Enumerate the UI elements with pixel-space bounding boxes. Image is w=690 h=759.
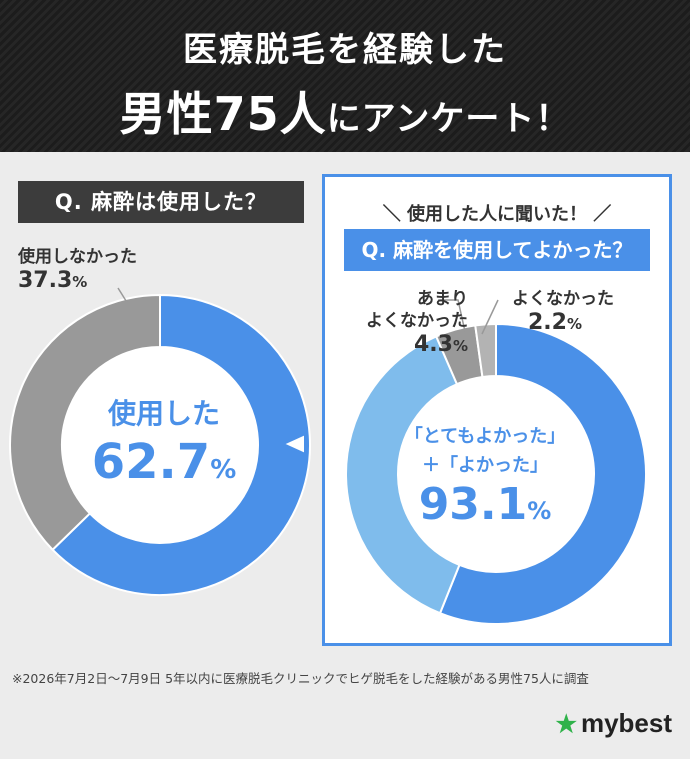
donut-hole	[398, 376, 594, 572]
left-center-label: 使用した	[107, 397, 220, 430]
header-title-highlight: 男性75人	[119, 87, 327, 141]
right-center-text: 「とてもよかった」 ＋「よかった」 93.1%	[396, 422, 574, 530]
survey-footnote: ※2026年7月2日〜7月9日 5年以内に医療脱毛クリニックでヒゲ脱毛をした経験…	[12, 671, 589, 686]
right-center-line1: 「とてもよかった」	[404, 426, 566, 447]
left-label-leader	[117, 287, 129, 305]
slice-value-not-so-good: 4.3	[413, 332, 453, 357]
slice-unit-unused: %	[72, 273, 88, 291]
left-center-unit: %	[210, 455, 237, 485]
slice-value-not-good: 2.2	[528, 310, 567, 335]
slice-name-not-good: よくなかった	[512, 289, 614, 309]
right-label-leader-2	[481, 299, 499, 335]
slice-name-not-so-good: あまり よくなかった	[366, 289, 468, 331]
right-donut	[345, 322, 647, 625]
right-center-value: 93.1	[418, 479, 528, 530]
logo-text: mybest	[580, 708, 672, 738]
header-banner: 医療脱毛を経験した 男性75人にアンケート！	[0, 0, 690, 152]
mybest-logo: ★ mybest	[555, 708, 672, 739]
slice-name-unused: 使用しなかった	[18, 247, 137, 267]
right-label-leader-1	[438, 299, 467, 337]
star-icon: ★	[555, 711, 577, 738]
header-title-line1: 医療脱毛を経験した	[183, 30, 507, 70]
left-donut	[9, 293, 311, 596]
slice-value-unused: 37.3	[18, 268, 73, 293]
left-center-value: 62.7	[91, 434, 211, 490]
donut-hole	[62, 347, 258, 543]
left-center-text: 使用した 62.7%	[78, 392, 250, 490]
right-question: Q. 麻酔を使用してよかった？	[344, 229, 650, 271]
left-question: Q. 麻酔は使用した？	[18, 181, 304, 223]
right-subheading: ＼ 使用した人に聞いた！ ／	[382, 204, 612, 225]
slice-label-not-good: よくなかった 2.2%	[512, 288, 652, 335]
header-title-line2: 男性75人にアンケート！	[0, 78, 690, 144]
left-callout-pointer	[280, 432, 305, 456]
slice-label-unused: 使用しなかった 37.3%	[18, 246, 137, 293]
header-title-suffix: にアンケート！	[326, 99, 571, 139]
right-center-line2: ＋「よかった」	[422, 455, 548, 476]
right-center-unit: %	[527, 497, 552, 525]
slice-unit-not-good: %	[566, 315, 583, 333]
slice-label-not-so-good: あまり よくなかった 4.3%	[350, 288, 468, 357]
slice-unit-not-so-good: %	[452, 337, 468, 355]
